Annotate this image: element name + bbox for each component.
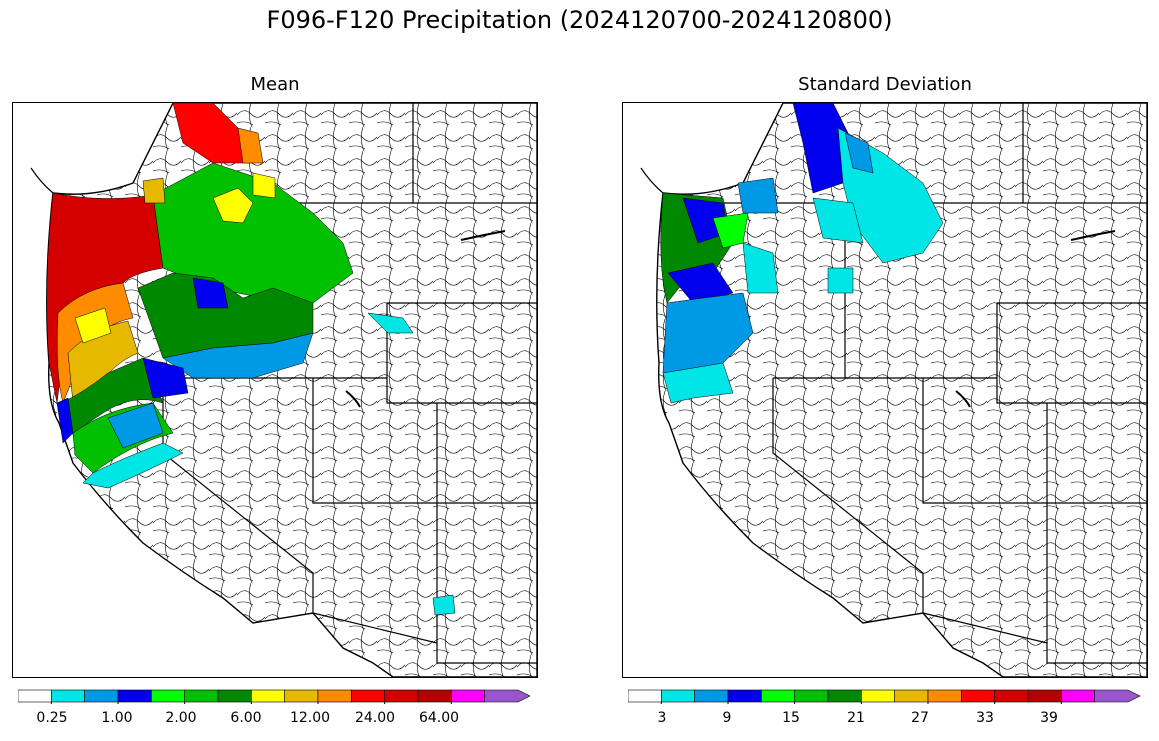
colorbar-swatch xyxy=(861,689,895,703)
colorbar-swatch xyxy=(51,689,85,703)
colorbar-swatch xyxy=(927,689,962,703)
colorbar-swatch xyxy=(827,689,862,703)
mean-panel-title: Mean xyxy=(250,74,300,95)
colorbar-swatch xyxy=(384,689,419,703)
colorbar-swatch xyxy=(451,689,485,703)
stddev-tick-label: 39 xyxy=(1040,710,1058,726)
colorbar-swatch xyxy=(661,689,695,703)
stddev-tick-label: 21 xyxy=(847,710,865,726)
colorbar-swatch xyxy=(317,689,352,703)
mean-colorbar: 0.25 1.00 2.00 6.00 12.00 24.00 64.00 xyxy=(17,688,533,730)
colorbar-swatch xyxy=(1027,689,1062,703)
mean-map-canvas xyxy=(30,103,537,677)
mean-tick-label: 64.00 xyxy=(418,710,460,726)
stddev-colorbar-labels: 3 9 15 21 27 33 39 xyxy=(628,710,1143,728)
colorbar-swatch xyxy=(994,689,1029,703)
colorbar-swatch xyxy=(1094,689,1141,703)
colorbar-swatch xyxy=(1061,689,1095,703)
colorbar-swatch xyxy=(484,689,531,703)
mean-tick-label: 12.00 xyxy=(289,710,331,726)
figure-title: F096-F120 Precipitation (2024120700-2024… xyxy=(266,6,893,34)
colorbar-swatch xyxy=(17,689,52,703)
stddev-map-canvas xyxy=(640,103,1147,677)
mean-tick-label: 2.00 xyxy=(165,710,197,726)
stddev-tick-label: 15 xyxy=(782,710,800,726)
stddev-colorbar-swatches xyxy=(627,689,1141,705)
mean-map xyxy=(12,102,538,678)
mean-tick-label: 6.00 xyxy=(230,710,262,726)
mean-tick-label: 24.00 xyxy=(354,710,396,726)
mean-colorbar-labels: 0.25 1.00 2.00 6.00 12.00 24.00 64.00 xyxy=(18,710,533,728)
colorbar-swatch xyxy=(184,689,219,703)
colorbar-swatch xyxy=(794,689,829,703)
colorbar-swatch xyxy=(151,689,185,703)
land-outline-right xyxy=(656,103,1147,677)
colorbar-swatch xyxy=(894,689,929,703)
precip-fill xyxy=(46,103,456,616)
colorbar-swatch xyxy=(284,689,319,703)
colorbar-swatch xyxy=(251,689,285,703)
colorbar-swatch xyxy=(961,689,995,703)
colorbar-swatch xyxy=(84,689,119,703)
colorbar-swatch xyxy=(117,689,152,703)
stddev-tick-label: 9 xyxy=(722,710,732,726)
stddev-fill xyxy=(660,103,944,404)
mean-colorbar-swatches xyxy=(17,689,531,705)
colorbar-swatch xyxy=(217,689,252,703)
mean-tick-label: 1.00 xyxy=(101,710,133,726)
stddev-map xyxy=(622,102,1148,678)
stddev-tick-label: 3 xyxy=(657,710,667,726)
colorbar-swatch xyxy=(727,689,762,703)
colorbar-swatch xyxy=(627,689,662,703)
colorbar-swatch xyxy=(761,689,795,703)
mean-tick-label: 0.25 xyxy=(36,710,68,726)
stddev-panel-title: Standard Deviation xyxy=(798,74,972,95)
colorbar-swatch xyxy=(694,689,729,703)
colorbar-swatch xyxy=(351,689,385,703)
colorbar-swatch xyxy=(417,689,452,703)
stddev-tick-label: 33 xyxy=(976,710,994,726)
stddev-tick-label: 27 xyxy=(911,710,929,726)
stddev-colorbar: 3 9 15 21 27 33 39 xyxy=(627,688,1143,730)
